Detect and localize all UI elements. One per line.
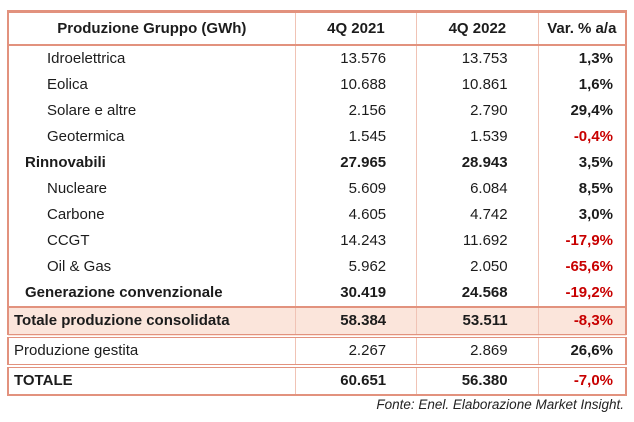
row-label: Oil & Gas bbox=[47, 258, 112, 275]
table-title: Produzione Gruppo (GWh) bbox=[8, 11, 296, 46]
value-4q2022: 24.568 bbox=[416, 280, 539, 307]
value-4q2022: 6.084 bbox=[416, 176, 539, 202]
table-row: TOTALE 60.651 56.380 -7,0% bbox=[8, 364, 626, 395]
value-4q2021: 58.384 bbox=[294, 306, 417, 336]
value-4q2022: 10.861 bbox=[416, 72, 539, 98]
table-body: Idroelettrica 13.576 13.753 1,3% Eolica 10.68… bbox=[8, 45, 626, 395]
column-header-var: Var. % a/a bbox=[537, 11, 626, 46]
value-var: 1,3% bbox=[537, 45, 626, 72]
production-table: Produzione Gruppo (GWh) 4Q 2021 4Q 2022 … bbox=[7, 10, 627, 396]
row-label: Eolica bbox=[47, 76, 88, 93]
value-var: 26,6% bbox=[537, 334, 626, 366]
table-row: Generazione convenzionale 30.419 24.568 -19… bbox=[8, 280, 626, 307]
value-4q2021: 14.243 bbox=[294, 228, 417, 254]
table-header: Produzione Gruppo (GWh) 4Q 2021 4Q 2022 … bbox=[8, 11, 626, 46]
value-4q2021: 2.156 bbox=[294, 98, 417, 124]
value-4q2022: 28.943 bbox=[416, 150, 539, 176]
table-row: CCGT 14.243 11.692 -17,9% bbox=[8, 228, 626, 254]
row-label: Produzione gestita bbox=[8, 334, 296, 366]
table-row: Idroelettrica 13.576 13.753 1,3% bbox=[8, 45, 626, 72]
table-row: Geotermica 1.545 1.539 -0,4% bbox=[8, 124, 626, 150]
value-4q2021: 1.545 bbox=[294, 124, 417, 150]
value-4q2022: 56.380 bbox=[416, 364, 539, 395]
value-var: -17,9% bbox=[537, 228, 626, 254]
header-row: Produzione Gruppo (GWh) 4Q 2021 4Q 2022 … bbox=[8, 11, 626, 46]
value-var: 3,5% bbox=[537, 150, 626, 176]
value-4q2022: 2.050 bbox=[416, 254, 539, 280]
row-label: Generazione convenzionale bbox=[25, 284, 223, 301]
value-4q2022: 11.692 bbox=[416, 228, 539, 254]
row-label: Nucleare bbox=[47, 180, 108, 197]
row-label: CCGT bbox=[47, 232, 90, 249]
value-4q2021: 5.962 bbox=[294, 254, 417, 280]
value-var: -19,2% bbox=[537, 280, 626, 307]
value-4q2022: 2.790 bbox=[416, 98, 539, 124]
row-label: Solare e altre bbox=[47, 102, 137, 119]
value-4q2021: 13.576 bbox=[294, 45, 417, 72]
column-header-4q2022: 4Q 2022 bbox=[416, 11, 539, 46]
value-var: -0,4% bbox=[537, 124, 626, 150]
value-4q2022: 53.511 bbox=[416, 306, 539, 336]
value-var: -7,0% bbox=[537, 364, 626, 395]
value-4q2021: 4.605 bbox=[294, 202, 417, 228]
table-row: Produzione gestita 2.267 2.869 26,6% bbox=[8, 334, 626, 366]
table-row: Eolica 10.688 10.861 1,6% bbox=[8, 72, 626, 98]
value-4q2022: 4.742 bbox=[416, 202, 539, 228]
value-var: 3,0% bbox=[537, 202, 626, 228]
source-note: Fonte: Enel. Elaborazione Market Insight… bbox=[376, 397, 624, 412]
table-row: Rinnovabili 27.965 28.943 3,5% bbox=[8, 150, 626, 176]
value-var: 1,6% bbox=[537, 72, 626, 98]
value-4q2021: 10.688 bbox=[294, 72, 417, 98]
column-header-4q2021: 4Q 2021 bbox=[294, 11, 417, 46]
table-row: Carbone 4.605 4.742 3,0% bbox=[8, 202, 626, 228]
table-row: Solare e altre 2.156 2.790 29,4% bbox=[8, 98, 626, 124]
row-label: Carbone bbox=[47, 206, 105, 223]
value-4q2021: 5.609 bbox=[294, 176, 417, 202]
value-4q2021: 60.651 bbox=[294, 364, 417, 395]
row-label: Geotermica bbox=[47, 128, 125, 145]
row-label: TOTALE bbox=[8, 364, 296, 395]
value-var: 29,4% bbox=[537, 98, 626, 124]
value-4q2021: 2.267 bbox=[294, 334, 417, 366]
value-var: -65,6% bbox=[537, 254, 626, 280]
value-4q2022: 13.753 bbox=[416, 45, 539, 72]
value-4q2022: 1.539 bbox=[416, 124, 539, 150]
table-row: Oil & Gas 5.962 2.050 -65,6% bbox=[8, 254, 626, 280]
row-label: Totale produzione consolidata bbox=[8, 306, 296, 336]
row-label: Idroelettrica bbox=[47, 50, 126, 67]
table-row: Nucleare 5.609 6.084 8,5% bbox=[8, 176, 626, 202]
value-var: -8,3% bbox=[537, 306, 626, 336]
row-label: Rinnovabili bbox=[25, 154, 106, 171]
table-row: Totale produzione consolidata 58.384 53.51… bbox=[8, 306, 626, 336]
value-var: 8,5% bbox=[537, 176, 626, 202]
value-4q2021: 30.419 bbox=[294, 280, 417, 307]
value-4q2021: 27.965 bbox=[294, 150, 417, 176]
value-4q2022: 2.869 bbox=[416, 334, 539, 366]
